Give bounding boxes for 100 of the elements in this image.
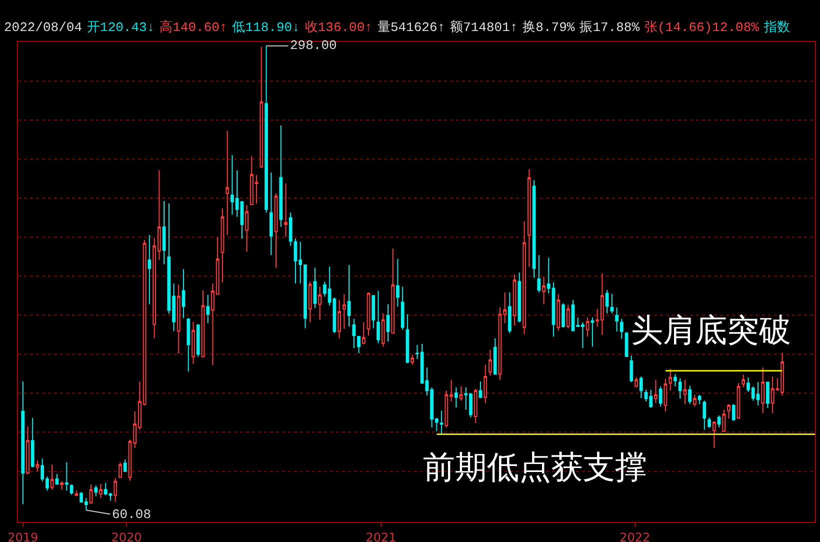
annotation: 298.00	[290, 38, 337, 53]
candlestick	[74, 490, 78, 497]
text: 低118.90↓	[232, 20, 300, 35]
candlestick	[50, 464, 54, 490]
candlestick	[400, 286, 404, 330]
candlestick	[245, 204, 248, 252]
candlestick	[192, 321, 195, 364]
candlestick	[313, 267, 317, 309]
candlestick	[60, 480, 64, 490]
candlestick	[162, 200, 166, 265]
candlestick	[454, 386, 458, 408]
candlestick	[590, 317, 594, 348]
text: 量541626↑	[377, 20, 446, 35]
candlestick	[308, 281, 312, 323]
candlestick	[522, 220, 526, 335]
candlestick	[761, 366, 765, 414]
candlestick	[381, 312, 385, 348]
candlestick	[201, 290, 205, 358]
candlestick	[717, 414, 721, 428]
x-tick-label: 2019	[8, 530, 38, 542]
candlestick	[736, 382, 740, 420]
text: 换8.79%	[522, 20, 575, 35]
text: 开120.43↓	[87, 20, 155, 35]
candlestick	[532, 180, 536, 278]
x-tick-label: 2021	[366, 530, 396, 542]
candlestick	[99, 483, 102, 498]
candlestick	[352, 318, 356, 349]
candlestick	[288, 212, 292, 246]
candlestick	[123, 459, 127, 473]
candlestick	[274, 192, 278, 268]
candlestick	[668, 368, 672, 392]
candlestick	[279, 124, 283, 228]
candlestick	[586, 317, 590, 337]
candlestick	[64, 462, 68, 492]
candlestick	[342, 294, 346, 330]
annotation: 前期低点获支撑	[423, 448, 647, 486]
candlestick	[196, 324, 200, 358]
candlestick	[220, 208, 224, 283]
candlestick	[226, 130, 230, 236]
candlestick	[556, 294, 560, 332]
candlestick	[674, 374, 677, 387]
candlestick	[264, 45, 268, 214]
text: 振17.88%	[580, 20, 640, 35]
candlestick	[94, 484, 98, 497]
candlestick	[318, 286, 322, 320]
candlestick	[722, 409, 726, 432]
candlestick	[338, 299, 341, 339]
candlestick	[118, 462, 122, 478]
candlestick	[493, 338, 497, 375]
text: 指数	[764, 20, 790, 35]
candlestick	[269, 172, 273, 256]
x-tick-label: 2022	[620, 530, 650, 542]
candlestick	[742, 374, 746, 388]
candlestick	[406, 314, 410, 364]
candlestick	[176, 284, 180, 354]
candlestick	[630, 355, 634, 383]
candlestick	[527, 168, 531, 268]
candlestick	[766, 382, 770, 409]
candlestick	[566, 304, 570, 329]
text: 收136.00↑	[304, 20, 372, 35]
candlestick	[620, 318, 624, 340]
candlestick	[484, 364, 488, 404]
candlestick	[615, 307, 618, 332]
candlestick	[678, 378, 682, 400]
candlestick	[410, 354, 414, 366]
candlestick	[347, 264, 351, 327]
candlestick	[688, 385, 692, 405]
candlestick	[70, 484, 74, 495]
candlestick	[708, 416, 711, 429]
candlestick	[89, 484, 93, 504]
candlestick	[727, 404, 730, 420]
candlestick	[55, 474, 59, 486]
candlestick	[562, 302, 565, 328]
text: 额714801↑	[450, 20, 518, 35]
candlestick	[537, 254, 541, 293]
candlestick	[610, 293, 614, 314]
candlestick	[459, 386, 463, 402]
candlestick	[692, 394, 696, 407]
candlestick	[440, 410, 444, 434]
candlestick	[386, 304, 390, 342]
candlestick	[698, 394, 702, 405]
candlestick	[366, 292, 370, 336]
candlestick	[654, 379, 658, 404]
candlestick	[474, 388, 478, 424]
candlestick	[508, 292, 512, 334]
text: 2022/08/04	[4, 20, 82, 35]
candlestick	[21, 381, 25, 505]
candlestick	[658, 386, 662, 407]
candlestick	[683, 379, 687, 405]
text: 高140.60↑	[160, 20, 228, 35]
candlestick	[376, 290, 380, 344]
candlestick	[372, 295, 376, 329]
candlestick	[357, 335, 360, 354]
candlestick	[396, 258, 400, 308]
candlestick	[182, 268, 186, 319]
candlestick	[26, 426, 30, 475]
candlestick	[114, 477, 118, 502]
x-tick-label: 2020	[111, 530, 142, 542]
text: 张(14.66)12.08%	[644, 20, 759, 35]
candlestick	[732, 404, 736, 422]
